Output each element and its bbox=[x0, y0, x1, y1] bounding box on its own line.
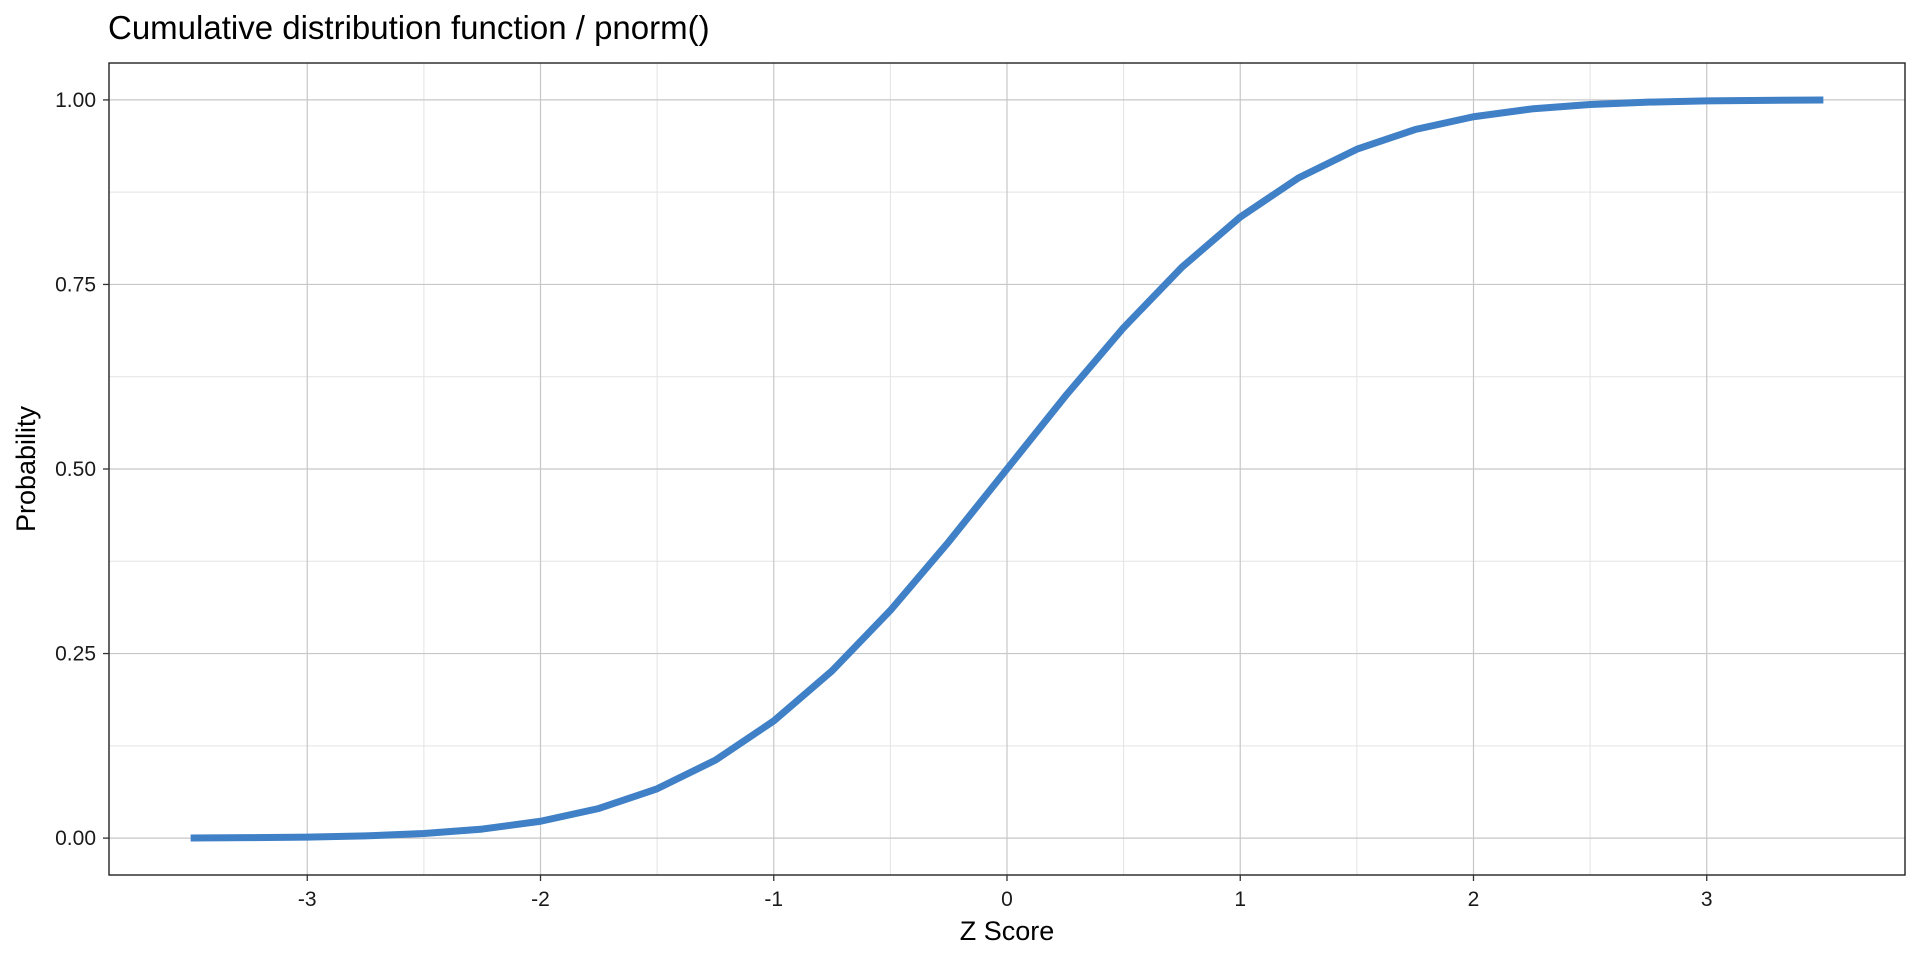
x-tick-label: 1 bbox=[1234, 888, 1246, 911]
y-tick-label: 0.75 bbox=[55, 273, 96, 296]
x-tick-label: 0 bbox=[1001, 888, 1013, 911]
cdf-series-line bbox=[190, 96, 1824, 842]
x-tick-label: -2 bbox=[531, 888, 550, 911]
x-tick-label: -3 bbox=[298, 888, 317, 911]
x-axis-title: Z Score bbox=[960, 916, 1055, 946]
x-tick-label: -1 bbox=[764, 888, 783, 911]
y-tick-label: 0.00 bbox=[55, 827, 96, 850]
x-tick-label: 3 bbox=[1701, 888, 1713, 911]
y-tick-label: 0.50 bbox=[55, 458, 96, 481]
axes: -3 -2 -1 0 1 2 3 0.00 0.25 0.50 0.75 1.00 bbox=[55, 89, 1712, 911]
y-tick-label: 0.25 bbox=[55, 643, 96, 666]
series-layer bbox=[190, 96, 1824, 842]
y-tick-label: 1.00 bbox=[55, 89, 96, 112]
x-tick-label: 2 bbox=[1468, 888, 1480, 911]
y-axis-title: Probability bbox=[11, 405, 41, 532]
chart-title: Cumulative distribution function / pnorm… bbox=[108, 9, 710, 46]
